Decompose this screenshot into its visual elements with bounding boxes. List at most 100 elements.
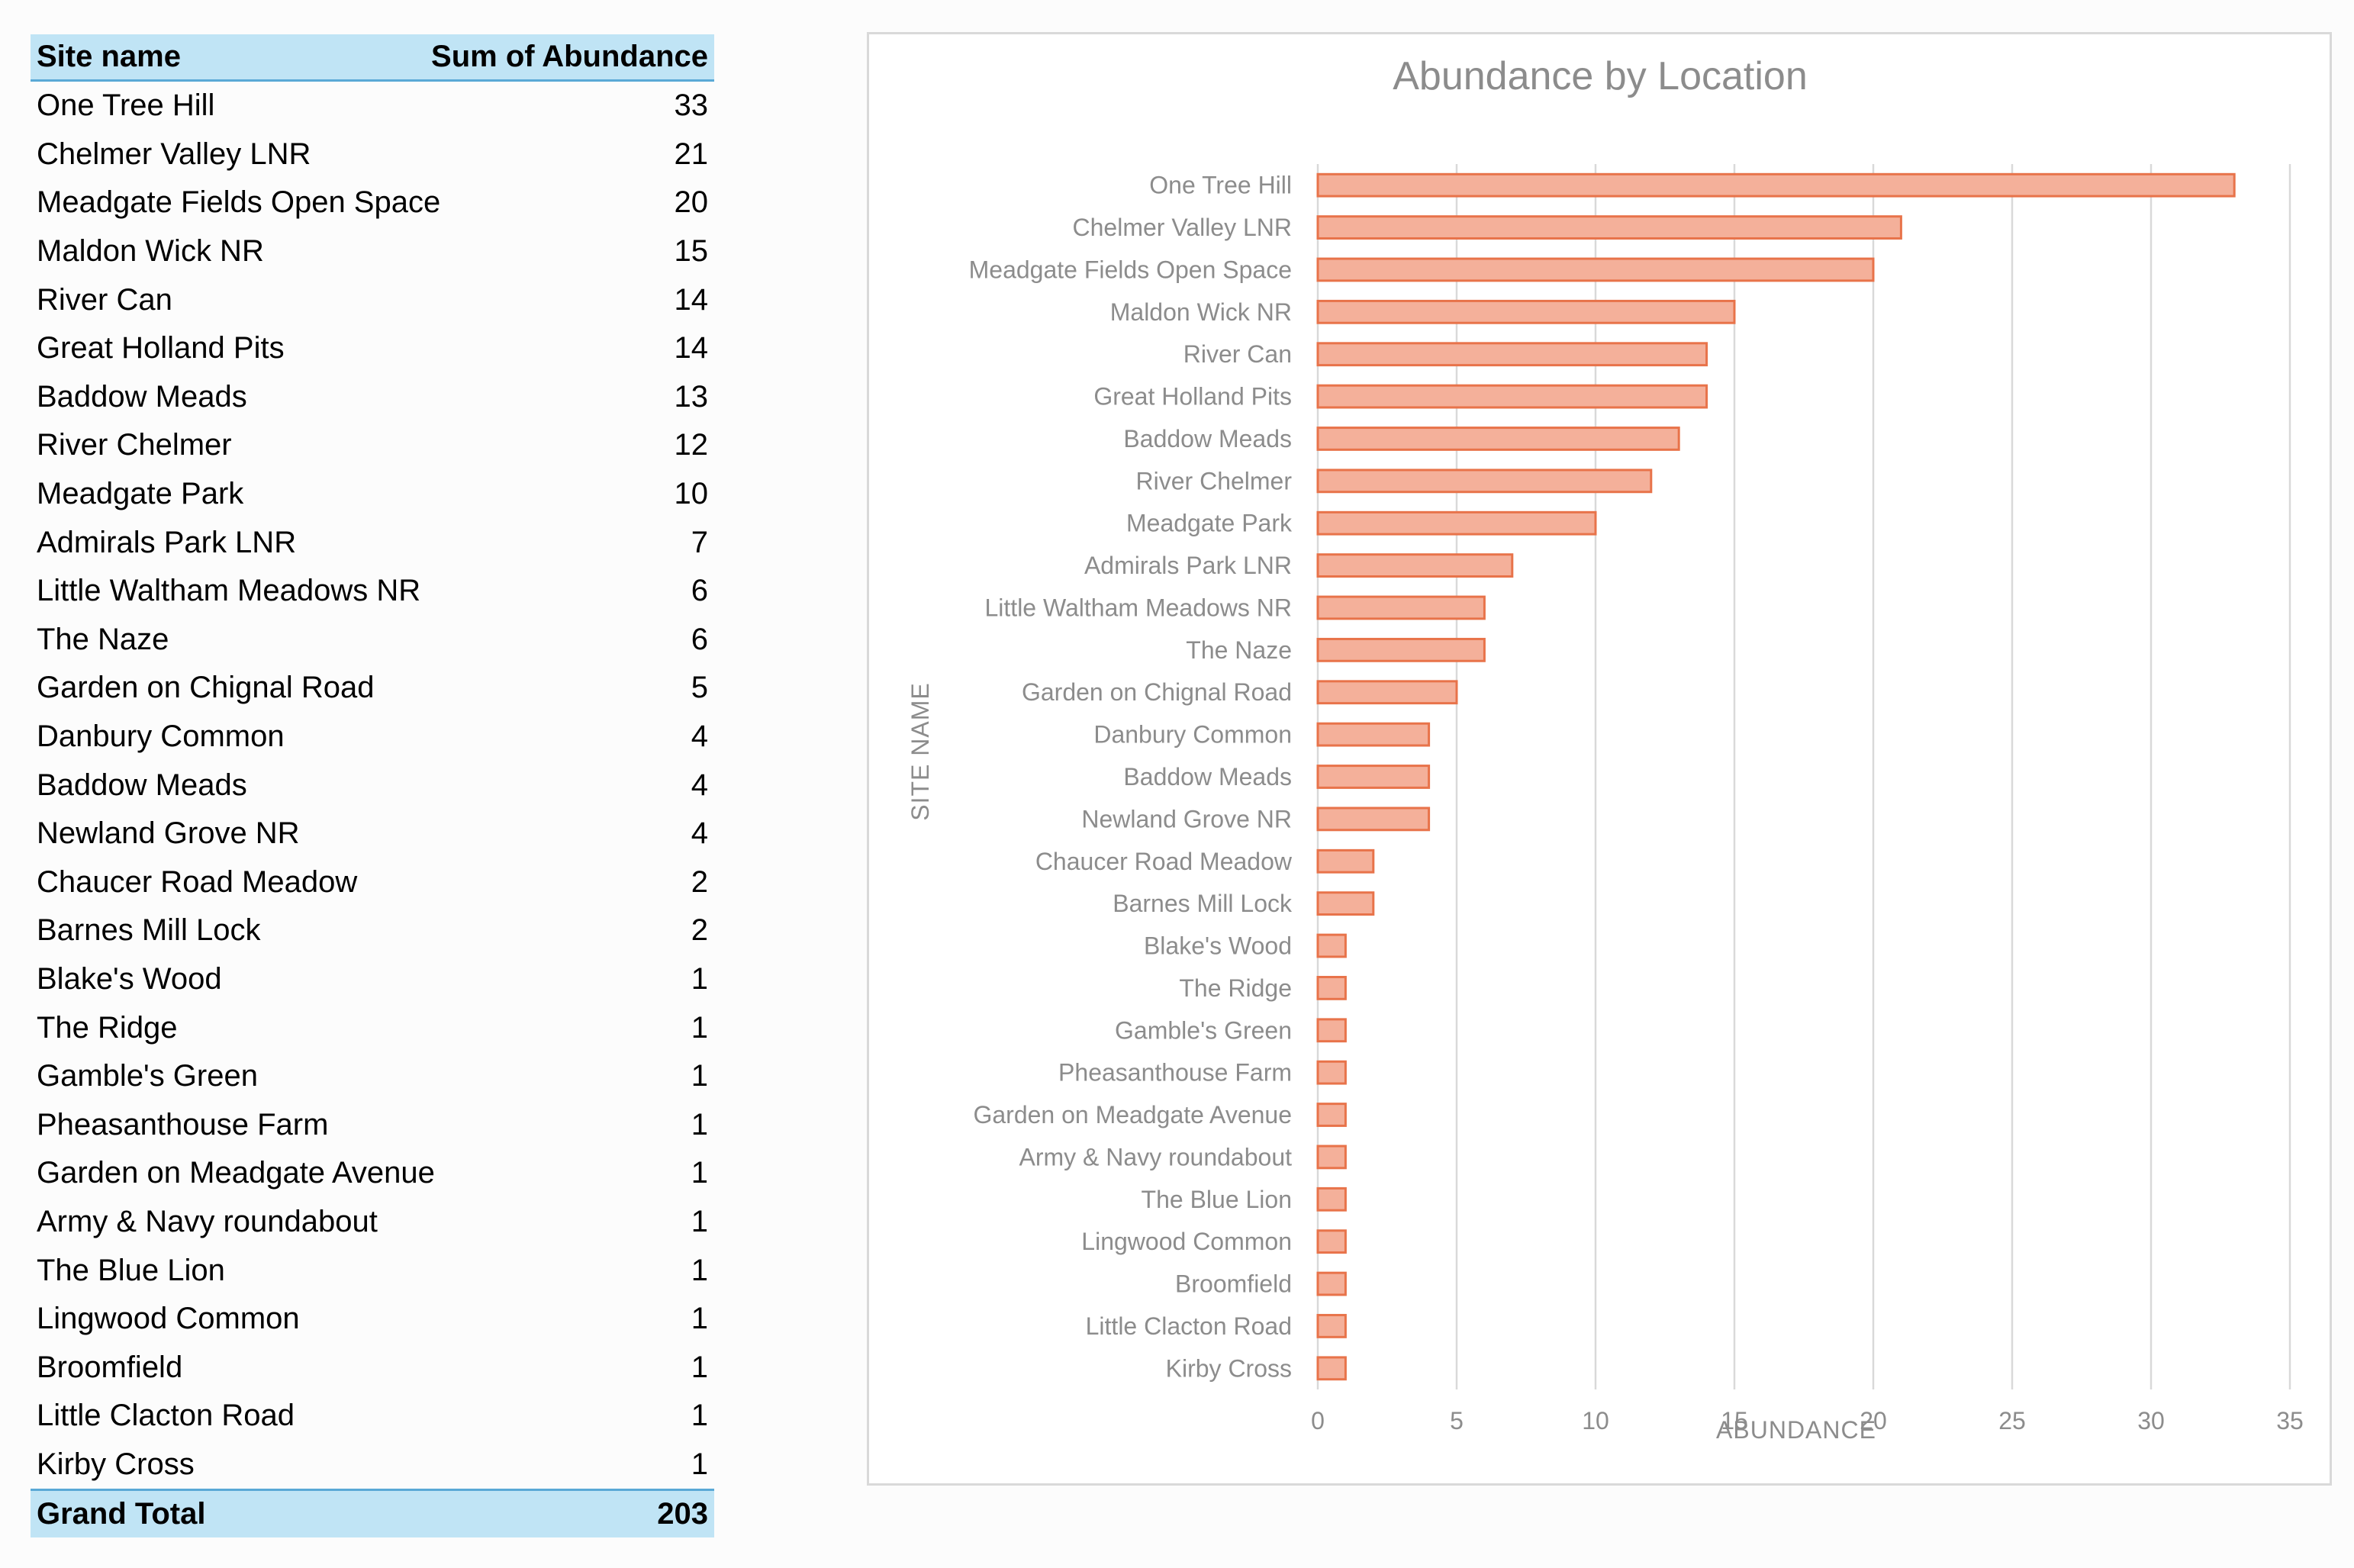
pivot-row-site-name[interactable]: Baddow Meads bbox=[37, 379, 247, 414]
pivot-row-value[interactable]: 7 bbox=[691, 525, 708, 559]
bar[interactable] bbox=[1316, 975, 1347, 1000]
pivot-row-value[interactable]: 1 bbox=[691, 1156, 708, 1190]
pivot-row-site-name[interactable]: The Ridge bbox=[37, 1010, 178, 1045]
pivot-row-site-name[interactable]: Danbury Common bbox=[37, 720, 285, 754]
bar[interactable] bbox=[1316, 1186, 1347, 1212]
bar[interactable] bbox=[1316, 1018, 1347, 1043]
bar[interactable] bbox=[1316, 384, 1708, 409]
pivot-row-value[interactable]: 15 bbox=[674, 234, 709, 269]
pivot-row-site-name[interactable]: Maldon Wick NR bbox=[37, 234, 264, 269]
pivot-row-value[interactable]: 1 bbox=[691, 1350, 708, 1384]
bar[interactable] bbox=[1316, 427, 1680, 451]
pivot-row[interactable]: Blake's Wood 1 bbox=[31, 955, 714, 1004]
pivot-row[interactable]: River Chelmer 12 bbox=[31, 421, 714, 470]
pivot-row[interactable]: Army & Navy roundabout 1 bbox=[31, 1198, 714, 1247]
pivot-row-value[interactable]: 2 bbox=[691, 913, 708, 948]
pivot-row-value[interactable]: 1 bbox=[691, 1204, 708, 1238]
bar[interactable] bbox=[1316, 1145, 1347, 1170]
pivot-row-value[interactable]: 4 bbox=[691, 768, 708, 802]
pivot-row-value[interactable]: 1 bbox=[691, 1447, 708, 1481]
pivot-total-label[interactable]: Grand Total bbox=[37, 1497, 206, 1531]
pivot-row[interactable]: The Blue Lion 1 bbox=[31, 1246, 714, 1295]
bar[interactable] bbox=[1316, 468, 1653, 494]
pivot-row-value[interactable]: 1 bbox=[691, 1010, 708, 1045]
bar[interactable] bbox=[1316, 848, 1375, 874]
bar[interactable] bbox=[1316, 680, 1458, 705]
pivot-row-value[interactable]: 5 bbox=[691, 671, 708, 705]
pivot-row[interactable]: Danbury Common 4 bbox=[31, 713, 714, 761]
bar[interactable] bbox=[1316, 637, 1486, 662]
pivot-row-site-name[interactable]: Admirals Park LNR bbox=[37, 525, 297, 559]
pivot-row[interactable]: The Ridge 1 bbox=[31, 1003, 714, 1052]
pivot-row-site-name[interactable]: One Tree Hill bbox=[37, 89, 215, 123]
pivot-row[interactable]: Newland Grove NR 4 bbox=[31, 810, 714, 858]
pivot-row[interactable]: Pheasanthouse Farm 1 bbox=[31, 1100, 714, 1149]
pivot-row-value[interactable]: 1 bbox=[691, 1107, 708, 1141]
pivot-row-site-name[interactable]: Chelmer Valley LNR bbox=[37, 137, 311, 171]
pivot-row[interactable]: Baddow Meads 4 bbox=[31, 761, 714, 810]
pivot-row-site-name[interactable]: The Blue Lion bbox=[37, 1253, 225, 1287]
pivot-row-site-name[interactable]: Gamble's Green bbox=[37, 1059, 258, 1093]
pivot-row-value[interactable]: 1 bbox=[691, 1302, 708, 1336]
pivot-row[interactable]: Barnes Mill Lock 2 bbox=[31, 906, 714, 955]
pivot-header-site-name[interactable]: Site name bbox=[37, 40, 181, 73]
pivot-row-value[interactable]: 6 bbox=[691, 622, 708, 656]
pivot-row[interactable]: Little Waltham Meadows NR 6 bbox=[31, 567, 714, 616]
pivot-row-value[interactable]: 4 bbox=[691, 720, 708, 754]
pivot-row[interactable]: Broomfield 1 bbox=[31, 1343, 714, 1392]
pivot-row[interactable]: Chelmer Valley LNR 21 bbox=[31, 130, 714, 179]
bar[interactable] bbox=[1316, 807, 1431, 832]
pivot-row-value[interactable]: 4 bbox=[691, 816, 708, 851]
bar[interactable] bbox=[1316, 933, 1347, 958]
pivot-row-site-name[interactable]: Broomfield bbox=[37, 1350, 183, 1384]
bar[interactable] bbox=[1316, 765, 1431, 789]
pivot-row-site-name[interactable]: Garden on Meadgate Avenue bbox=[37, 1156, 435, 1190]
pivot-row[interactable]: Garden on Meadgate Avenue 1 bbox=[31, 1149, 714, 1198]
bar[interactable] bbox=[1316, 1356, 1347, 1381]
bar[interactable] bbox=[1316, 1271, 1347, 1296]
pivot-row-site-name[interactable]: Meadgate Park bbox=[37, 477, 244, 511]
pivot-row-value[interactable]: 1 bbox=[691, 1399, 708, 1433]
pivot-row[interactable]: Maldon Wick NR 15 bbox=[31, 227, 714, 276]
pivot-row[interactable]: Baddow Meads 13 bbox=[31, 373, 714, 422]
pivot-row[interactable]: Admirals Park LNR 7 bbox=[31, 518, 714, 567]
pivot-row-value[interactable]: 20 bbox=[674, 185, 709, 220]
bar[interactable] bbox=[1316, 342, 1708, 367]
pivot-row-site-name[interactable]: Meadgate Fields Open Space bbox=[37, 185, 441, 220]
pivot-row-value[interactable]: 21 bbox=[674, 137, 709, 171]
pivot-row-site-name[interactable]: Baddow Meads bbox=[37, 768, 247, 802]
bar[interactable] bbox=[1316, 1314, 1347, 1338]
pivot-row-value[interactable]: 33 bbox=[674, 89, 709, 123]
pivot-row-site-name[interactable]: Blake's Wood bbox=[37, 961, 222, 996]
pivot-row[interactable]: Meadgate Park 10 bbox=[31, 470, 714, 519]
pivot-row-site-name[interactable]: Pheasanthouse Farm bbox=[37, 1107, 329, 1141]
pivot-row-site-name[interactable]: The Naze bbox=[37, 622, 169, 656]
bar[interactable] bbox=[1316, 510, 1597, 536]
pivot-row[interactable]: River Can 14 bbox=[31, 275, 714, 324]
pivot-row[interactable]: Gamble's Green 1 bbox=[31, 1052, 714, 1101]
pivot-row-site-name[interactable]: Barnes Mill Lock bbox=[37, 913, 261, 948]
pivot-row-value[interactable]: 2 bbox=[691, 864, 708, 899]
pivot-row[interactable]: Kirby Cross 1 bbox=[31, 1441, 714, 1489]
pivot-row-site-name[interactable]: Great Holland Pits bbox=[37, 331, 285, 365]
pivot-row-site-name[interactable]: Newland Grove NR bbox=[37, 816, 300, 851]
pivot-row[interactable]: Garden on Chignal Road 5 bbox=[31, 664, 714, 713]
bar[interactable] bbox=[1316, 553, 1514, 578]
bar[interactable] bbox=[1316, 1060, 1347, 1085]
pivot-row[interactable]: Meadgate Fields Open Space 20 bbox=[31, 179, 714, 227]
pivot-row[interactable]: Chaucer Road Meadow 2 bbox=[31, 858, 714, 907]
pivot-row-site-name[interactable]: River Chelmer bbox=[37, 428, 232, 462]
pivot-header-sum-abundance[interactable]: Sum of Abundance bbox=[431, 40, 708, 73]
pivot-row[interactable]: Lingwood Common 1 bbox=[31, 1295, 714, 1344]
pivot-row-site-name[interactable]: Army & Navy roundabout bbox=[37, 1204, 378, 1238]
bar[interactable] bbox=[1316, 299, 1736, 324]
bar[interactable] bbox=[1316, 1103, 1347, 1127]
pivot-row-site-name[interactable]: Garden on Chignal Road bbox=[37, 671, 375, 705]
pivot-row[interactable]: Little Clacton Road 1 bbox=[31, 1392, 714, 1441]
bar[interactable] bbox=[1316, 215, 1902, 240]
bar[interactable] bbox=[1316, 257, 1875, 282]
pivot-row-site-name[interactable]: River Can bbox=[37, 282, 172, 317]
pivot-row-value[interactable]: 1 bbox=[691, 961, 708, 996]
pivot-row-value[interactable]: 6 bbox=[691, 574, 708, 608]
bar[interactable] bbox=[1316, 891, 1375, 916]
